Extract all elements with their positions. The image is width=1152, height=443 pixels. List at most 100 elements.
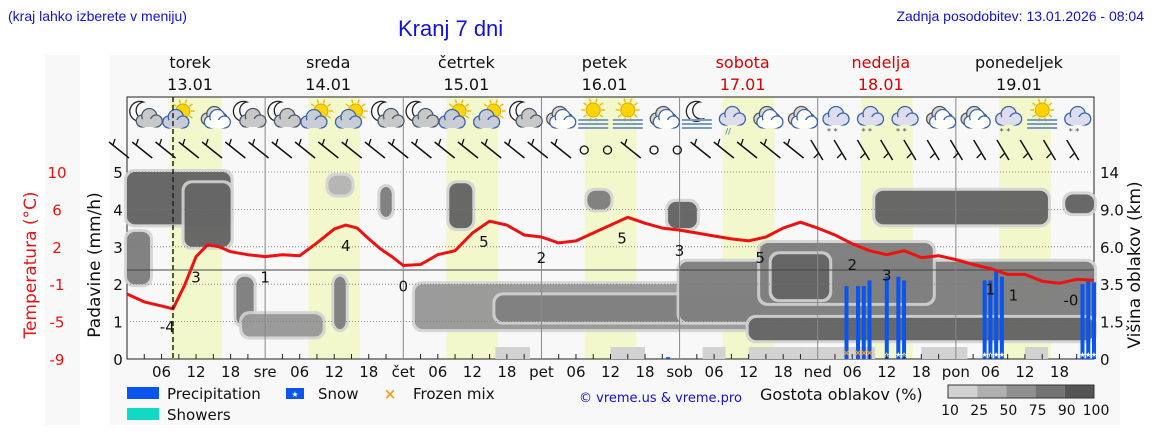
precip-bar [666, 357, 671, 359]
x-day-label: sre [254, 363, 277, 381]
wind-barb-icon [736, 138, 758, 159]
wind-barb-icon [620, 138, 642, 159]
x-day-label: sob [666, 363, 693, 381]
svg-text://: // [725, 127, 731, 136]
showers-swatch [127, 408, 159, 420]
cloud-blob [328, 175, 352, 195]
cloud-height-tick: 9.0 [1100, 201, 1124, 219]
precip-bar [1092, 282, 1096, 359]
temp-value-label: 5 [617, 229, 627, 247]
wind-barb-icon [317, 138, 339, 159]
wind-barb-icon [949, 139, 964, 161]
x-hour-label: 18 [1050, 363, 1069, 381]
x-hour-label: 12 [877, 363, 896, 381]
showers-legend-label: Showers [167, 406, 231, 424]
wind-barb-icon [294, 138, 316, 159]
precip-axis-label: Padavine (mm/h) [85, 192, 105, 337]
x-hour-label: 12 [187, 363, 206, 381]
gridlines [127, 97, 1094, 359]
cloud-density-tick: 90 [1058, 403, 1076, 419]
snow-marker: ★ [1079, 351, 1085, 359]
snow-star-icon: ★ [291, 390, 298, 399]
svg-text:* *: * * [827, 127, 838, 136]
precip-bar [1086, 280, 1091, 359]
day-name: petek [582, 53, 628, 72]
wind-barb-icon [996, 139, 1010, 161]
x-hour-label: 12 [325, 363, 344, 381]
precip-bar [867, 280, 872, 359]
day-name: ponedeljek [975, 53, 1064, 72]
precip-bar [896, 276, 901, 359]
wind-barb-icon [457, 138, 479, 159]
moon-cloud-icon [267, 100, 302, 128]
cloud-icon [200, 105, 231, 129]
cloud-blob [449, 183, 473, 229]
cloud-snow-icon: * * [995, 105, 1023, 136]
temp-tick: 2 [52, 239, 62, 257]
precip-tick: 0 [113, 351, 123, 369]
cloud-blob [380, 186, 392, 217]
wind-barb-icon [410, 138, 432, 159]
precip-tick: 5 [113, 164, 123, 182]
low-cloud [610, 347, 646, 359]
precipitation-swatch [127, 387, 159, 399]
wind-barb-icon [550, 138, 572, 159]
temp-value-label: -4 [160, 318, 175, 336]
cloud-height-tick: 1.5 [1100, 314, 1124, 332]
precip-bar [856, 286, 861, 359]
precip-bar [999, 276, 1004, 359]
weather-icons-row: // * * * * * * * * * * [129, 98, 1092, 136]
day-name: sobota [716, 53, 770, 72]
precip-tick: 4 [113, 201, 123, 219]
sun-fog-icon [578, 98, 609, 129]
last-updated: Zadnja posodobitev: 13.01.2026 - 08:04 [896, 8, 1144, 24]
temp-value-label: 3 [675, 242, 685, 260]
moon-cloud-icon [509, 100, 543, 128]
wind-barb-icon [856, 139, 871, 161]
day-date: 16.01 [582, 75, 628, 94]
cloud-snow-icon: * * [856, 105, 885, 136]
frozen-mix-marker: × [860, 348, 868, 359]
cloud-density-swatch [1035, 385, 1065, 398]
cloud-density-swatch [977, 385, 1007, 398]
low-cloud [921, 347, 968, 359]
frozen-mix-legend-label: Frozen mix [413, 385, 495, 403]
cloud-blob [334, 276, 346, 330]
day-name: sreda [306, 53, 350, 72]
cloud-icon [787, 105, 819, 129]
temp-value-label: 3 [882, 267, 892, 285]
frozen-mix-marker: × [842, 348, 850, 359]
temp-value-label: 4 [341, 237, 351, 255]
temp-value-label: 2 [847, 256, 857, 274]
temp-tick: -9 [50, 351, 65, 369]
x-day-label: pon [942, 363, 970, 381]
cloud-blob [587, 190, 611, 210]
day-name: nedelja [851, 53, 910, 72]
precipitation-legend-label: Precipitation [167, 385, 261, 403]
snow-marker: ★ [895, 351, 901, 359]
sun-cloud-icon [300, 99, 333, 129]
sun-fog-icon [612, 98, 643, 129]
wind-barb-icon [1066, 139, 1080, 161]
cloud-snow-icon: * * [822, 105, 850, 136]
precip-bar [844, 286, 849, 359]
cloud-snow-icon: * * [1064, 105, 1092, 136]
cloud-height-tick: 14 [1100, 164, 1119, 182]
temp-tick: -1 [50, 276, 65, 294]
cloud-density-swatch [1006, 385, 1036, 398]
x-hour-label: 18 [359, 363, 378, 381]
day-headers: torek 13.01 sreda 14.01 četrtek 15.01 petek 16.… [167, 53, 1063, 94]
cloud-blob [748, 317, 1094, 341]
cloud-density-scale-frame [947, 384, 1095, 399]
wind-barb-icon [224, 138, 246, 159]
wind-barb-icon [271, 138, 293, 159]
legend: Precipitation Showers ★ Snow × Frozen mix © vr… [127, 384, 1109, 424]
cloud-icon [649, 105, 680, 129]
x-day-label: čet [392, 363, 415, 381]
precip-bar [988, 280, 993, 359]
cloud-density-tick: 25 [970, 403, 988, 419]
sun-cloud-icon [438, 99, 472, 129]
snow-swatch [286, 388, 304, 399]
wind-barb-icon [527, 138, 549, 159]
